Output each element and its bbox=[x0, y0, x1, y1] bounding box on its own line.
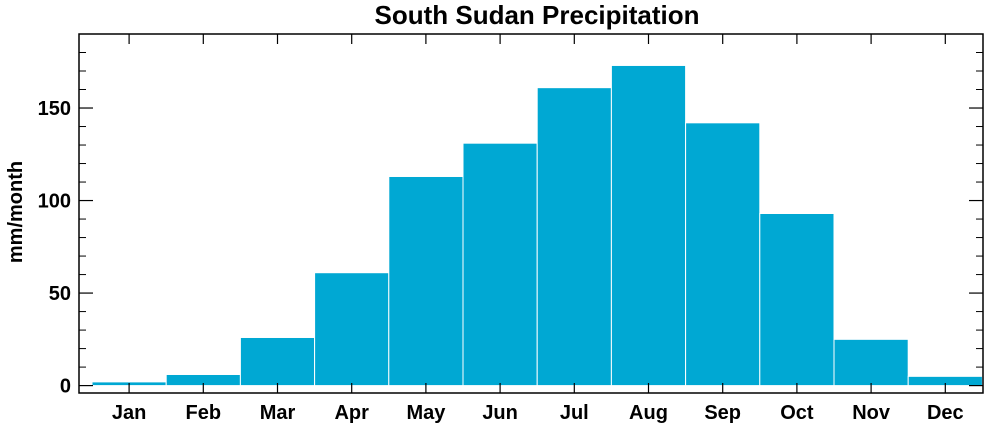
bar-mar bbox=[239, 336, 316, 387]
y-tick-label: 150 bbox=[38, 98, 71, 120]
bars-layer bbox=[91, 64, 983, 387]
plot-frame bbox=[78, 33, 984, 394]
y-tick-label: 0 bbox=[60, 376, 71, 398]
x-tick-label-apr: Apr bbox=[334, 402, 369, 424]
bar-oct bbox=[759, 213, 835, 387]
ticks-layer bbox=[79, 34, 983, 393]
y-tick-label: 50 bbox=[49, 283, 71, 305]
labels-layer: 0 50 100 150 Jan Feb Mar Apr May Jun Jul Aug Sep Oct N… bbox=[38, 98, 964, 424]
bar-sep bbox=[685, 122, 761, 387]
x-tick-label-feb: Feb bbox=[186, 402, 222, 424]
x-tick-label-jan: Jan bbox=[112, 402, 146, 424]
bar-aug bbox=[610, 64, 687, 387]
x-tick-label-aug: Aug bbox=[629, 402, 668, 424]
x-tick-label-may: May bbox=[406, 402, 446, 424]
bar-jun bbox=[462, 142, 538, 387]
bar-nov bbox=[833, 338, 909, 387]
bar-jul bbox=[536, 87, 612, 387]
y-axis-label: mm/month bbox=[5, 161, 27, 263]
x-tick-label-oct: Oct bbox=[780, 402, 814, 424]
y-tick-label: 100 bbox=[38, 191, 71, 213]
x-tick-label-jul: Jul bbox=[560, 402, 589, 424]
bar-apr bbox=[314, 272, 390, 387]
x-tick-label-dec: Dec bbox=[927, 402, 964, 424]
x-tick-label-jun: Jun bbox=[482, 402, 518, 424]
bar-may bbox=[388, 175, 464, 387]
x-tick-label-mar: Mar bbox=[260, 402, 296, 424]
chart-title: South Sudan Precipitation bbox=[374, 0, 699, 30]
x-tick-label-nov: Nov bbox=[852, 402, 891, 424]
x-tick-label-sep: Sep bbox=[704, 402, 741, 424]
